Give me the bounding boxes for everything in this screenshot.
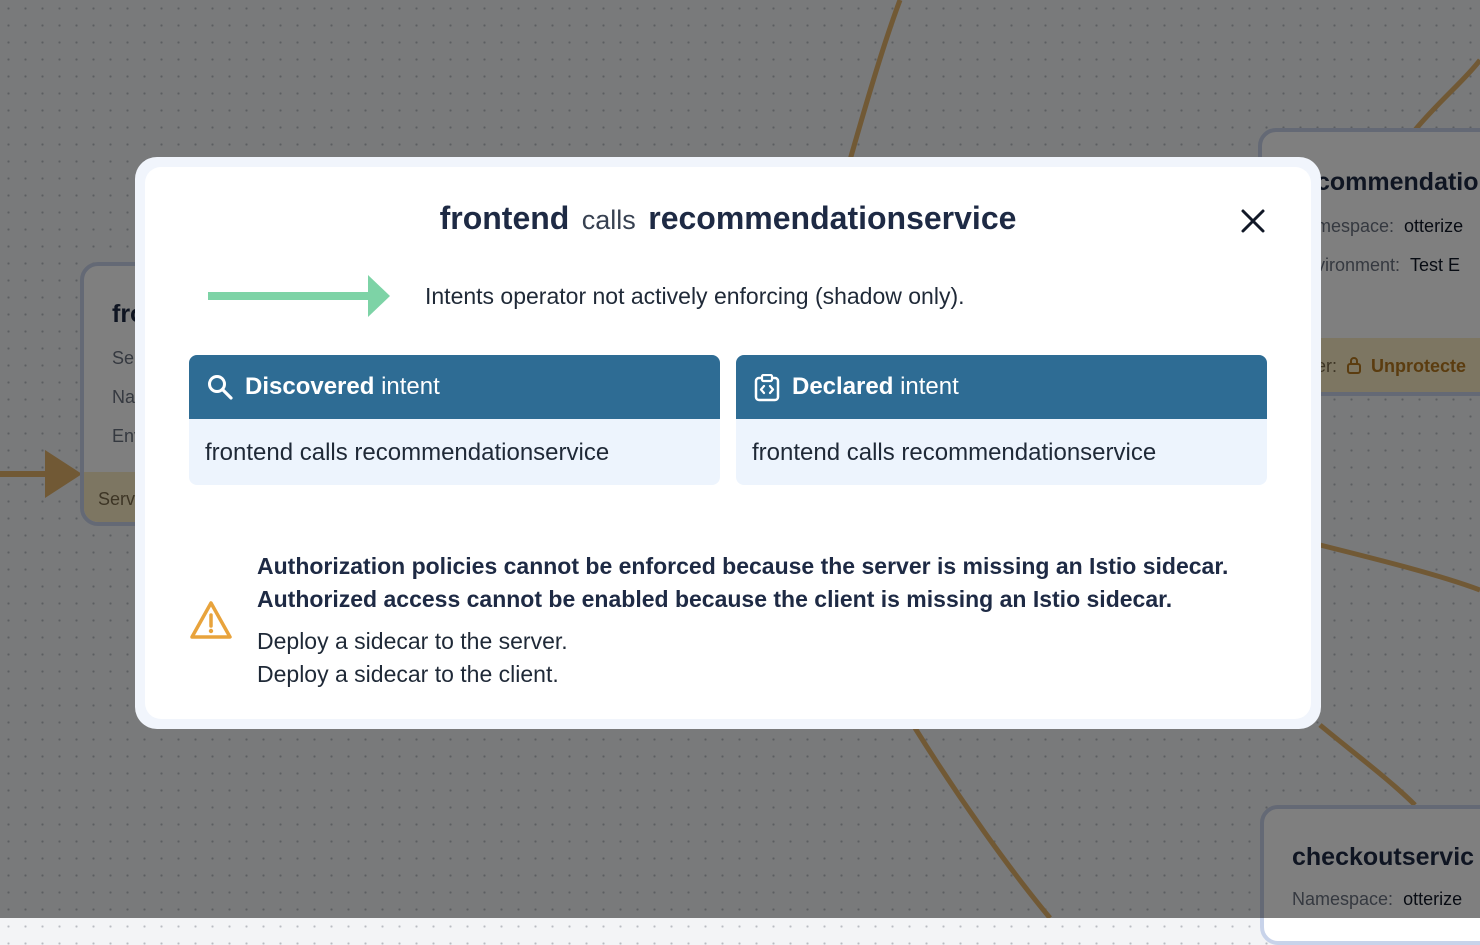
discovered-title-bold: Discovered [245,373,375,400]
modal-title: frontend calls recommendationservice [135,200,1321,237]
declared-intent-card: Declared intent frontend calls recommend… [736,355,1267,485]
warning-client-sidecar: Authorized access cannot be enabled beca… [257,586,1173,612]
discovered-intent-body: frontend calls recommendationservice [205,439,610,466]
declared-title-bold: Declared [792,373,894,400]
warning-icon [189,600,233,645]
declared-intent-body: frontend calls recommendationservice [752,439,1157,466]
enforcement-status-arrow [208,274,392,323]
close-icon [1241,209,1265,233]
action-deploy-server-sidecar: Deploy a sidecar to the server. [257,628,568,654]
client-service-name: frontend [439,200,570,236]
code-clipboard-icon [754,373,780,409]
close-button[interactable] [1238,206,1268,236]
search-icon [207,374,233,407]
discovered-intent-title: Discovered intent [245,373,440,401]
action-deploy-client-sidecar: Deploy a sidecar to the client. [257,661,559,687]
discovered-intent-card: Discovered intent frontend calls recomme… [189,355,720,485]
title-verb: calls [581,205,636,235]
enforcement-status-text: Intents operator not actively enforcing … [425,283,965,309]
server-service-name: recommendationservice [648,200,1017,236]
warning-server-sidecar: Authorization policies cannot be enforce… [257,553,1229,579]
discovered-intent-header: Discovered intent [189,355,720,419]
declared-title-rest: intent [900,373,959,400]
discovered-title-rest: intent [381,373,440,400]
declared-intent-header: Declared intent [736,355,1267,419]
declared-intent-title: Declared intent [792,373,959,401]
